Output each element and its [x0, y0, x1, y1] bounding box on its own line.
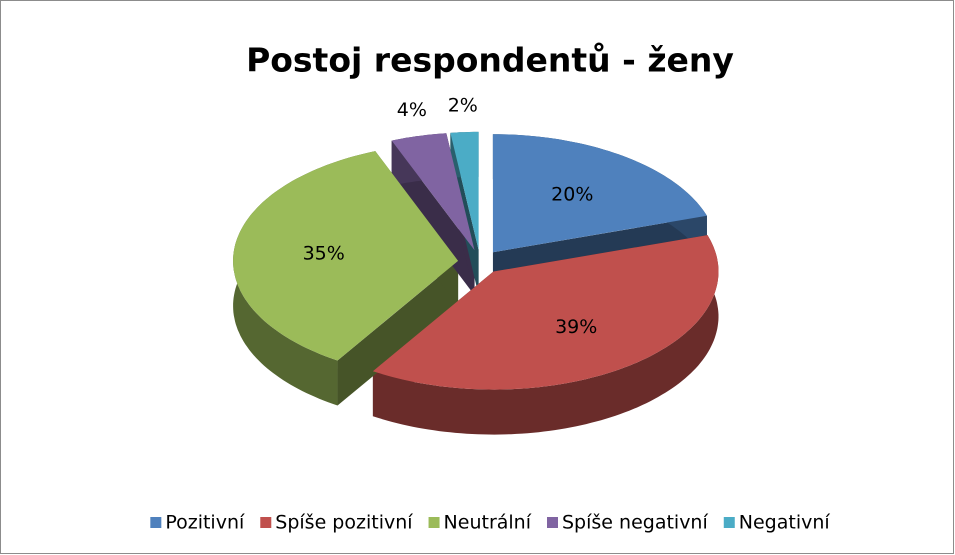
legend-swatch	[260, 517, 272, 528]
slice	[450, 131, 479, 250]
legend-label: Pozitivní	[165, 512, 245, 534]
chart-title: Postoj respondentů - ženy	[246, 41, 734, 80]
legend: Pozitivní Spíše pozitivní Neutrální Spíše n…	[150, 512, 830, 534]
slice	[492, 134, 707, 253]
slice-side	[337, 260, 459, 406]
data-label: 2%	[448, 95, 478, 117]
slice	[233, 151, 459, 361]
data-label: 39%	[555, 316, 597, 338]
data-label: 20%	[551, 183, 593, 205]
slice-side	[372, 235, 719, 435]
data-label: 4%	[397, 99, 427, 121]
slice	[391, 133, 475, 251]
legend-label: Negativní	[739, 512, 831, 534]
legend-label: Spíše negativní	[562, 512, 708, 534]
legend-label: Neutrální	[444, 512, 532, 534]
pie: 20% 39% 35% 4% 2%	[233, 95, 719, 435]
slice	[372, 235, 719, 390]
legend-swatch	[547, 517, 558, 528]
data-label: 35%	[303, 243, 345, 265]
legend-swatch	[723, 517, 735, 528]
legend-swatch	[428, 517, 440, 528]
legend-swatch	[150, 517, 162, 528]
legend-label: Spíše pozitivní	[275, 512, 413, 534]
